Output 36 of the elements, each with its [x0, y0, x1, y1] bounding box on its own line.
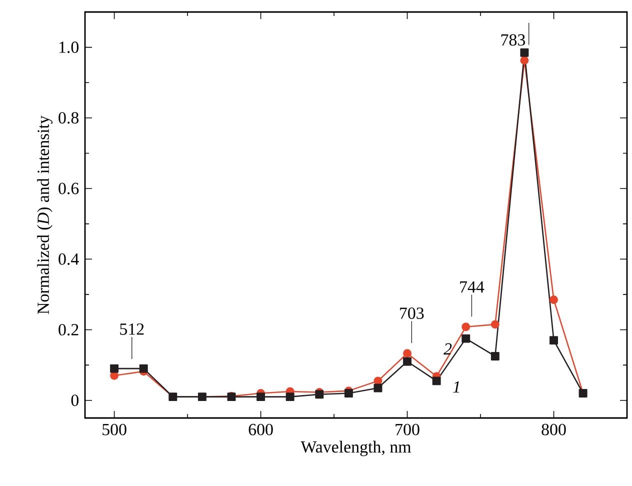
- point: [462, 334, 470, 343]
- point: [462, 322, 470, 332]
- y-axis-title: Normalized (D) and intensity: [37, 116, 52, 314]
- y-tick-label: 0.6: [58, 182, 79, 194]
- annotation: 744: [460, 281, 484, 292]
- point: [403, 349, 412, 358]
- y-tick-label: 1.0: [59, 42, 79, 54]
- point: [520, 48, 529, 57]
- point: [490, 352, 500, 360]
- x-axis-title: Wavelength, nm: [300, 440, 412, 456]
- point: [403, 357, 412, 366]
- point: [344, 389, 353, 398]
- point: [139, 364, 148, 373]
- x-tick-label: 600: [248, 424, 273, 436]
- point: [550, 295, 558, 304]
- point: [490, 320, 500, 329]
- series-label: 1: [453, 381, 460, 393]
- annotation: 703: [400, 308, 424, 319]
- point: [550, 336, 558, 345]
- annotation: 512: [120, 323, 144, 335]
- y-tick-label: 0.4: [58, 253, 79, 265]
- point: [432, 376, 441, 386]
- annotation: 783: [501, 34, 526, 46]
- series-label: 2: [444, 343, 452, 355]
- y-tick-label: 0: [71, 394, 79, 406]
- point: [110, 364, 119, 373]
- point: [520, 56, 529, 65]
- x-tick-label: 500: [102, 424, 126, 436]
- y-tick-label: 0.2: [58, 324, 78, 336]
- x-tick-label: 800: [542, 424, 566, 436]
- point: [315, 390, 324, 399]
- x-tick-label: 700: [396, 424, 420, 436]
- y-tick-label: 0.8: [58, 112, 79, 124]
- point: [374, 384, 382, 392]
- point: [256, 392, 266, 402]
- point: [286, 392, 294, 402]
